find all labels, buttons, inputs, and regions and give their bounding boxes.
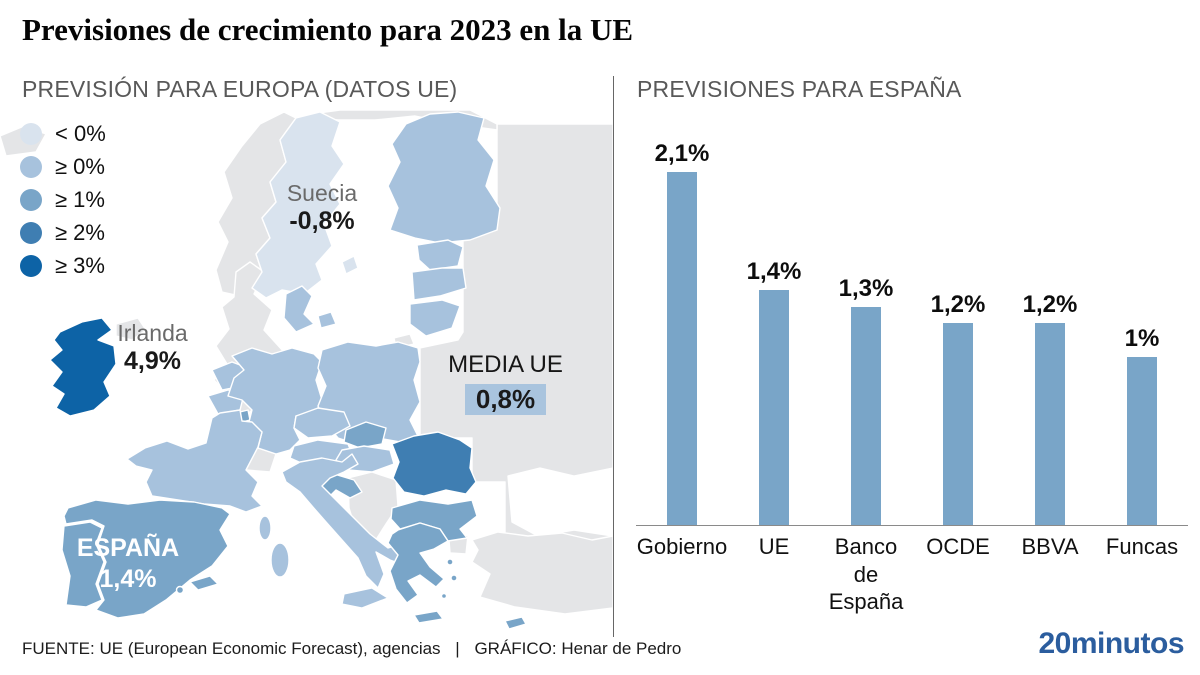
legend-color-swatch [20,222,42,244]
bar-category-label: UE [758,534,790,559]
annotation-ireland-value: 4,9% [124,346,181,375]
bar-column: 1,2% [912,291,1004,525]
map-country-portugal [61,521,105,608]
annotation-sweden-value: -0,8% [289,206,355,235]
bar-column: 1,4% [728,258,820,525]
legend-label: ≥ 3% [55,253,105,278]
footer-credits: FUENTE: UE (European Economic Forecast),… [22,639,681,659]
legend-label: ≥ 0% [55,154,105,179]
map-country-sweden [251,111,345,299]
bar-value-label: 1,2% [1022,291,1078,319]
bar-chart-category-axis: Gobierno UE Banco de España OCDE BBVA Funcas [636,533,1188,616]
bar [943,323,973,525]
map-country-denmark [283,285,315,333]
legend-color-swatch [20,189,42,211]
legend-label: < 0% [55,121,106,146]
annotation-ireland-name: Irlanda [117,320,188,346]
bar [851,306,881,525]
bar-category-label: OCDE [926,534,990,559]
map-island-zealand [317,311,337,329]
map-island-cyprus [504,616,527,630]
bar [1127,357,1157,525]
bar-category-label: Funcas [1105,534,1179,559]
map-country-lithuania [409,299,461,337]
bar [667,172,697,525]
legend-color-swatch [20,255,42,277]
map-region-northern-ireland [115,317,147,341]
map-island-mallorca [189,575,219,591]
annotation-sweden-name: Suecia [286,180,358,206]
bar-value-label: 2,1% [654,140,710,168]
bar-category-label: BBVA [1021,534,1079,559]
annotation-eu-average-value: 0,8% [464,383,547,415]
map-country-finland [387,111,501,244]
bar-column: 2,1% [636,140,728,525]
panel-divider [613,76,614,637]
bar-column: 1% [1096,325,1188,525]
annotation-spain: ESPAÑA 1,4% [72,534,184,593]
bar-value-label: 1% [1124,325,1160,352]
bar-category-label: Banco de España [828,534,904,614]
map-island-gotland [341,255,359,275]
footer-separator: | [455,639,460,658]
bar-value-label: 1,2% [930,291,986,319]
legend-color-swatch [20,156,42,178]
legend-row: ≥ 2% [20,220,106,245]
annotation-eu-average: MEDIA UE 0,8% [438,351,573,415]
map-island-sicily [341,587,389,609]
legend-row: < 0% [20,121,106,146]
map-island-sardinia [270,542,290,578]
map-country-romania [391,431,477,497]
legend-color-swatch [20,123,42,145]
bar [1035,323,1065,525]
map-island-aegean [450,574,458,582]
bar [759,289,789,525]
20minutos-logo: 20minutos [1038,627,1184,660]
map-country-france [126,409,263,513]
map-island-crete [413,610,444,624]
spain-panel-header: PREVISIONES PARA ESPAÑA [637,76,962,102]
map-island-aegean [446,558,454,566]
annotation-spain-value: 1,4% [99,565,157,593]
bar-column: 1,3% [820,275,912,525]
annotation-ireland: Irlanda 4,9% [100,320,205,375]
map-region-black-sea [507,467,613,537]
map-island-ibiza [175,585,185,595]
legend-row: ≥ 1% [20,187,106,212]
legend-row: ≥ 3% [20,253,106,278]
map-country-slovakia [343,421,387,449]
map-country-greece [387,522,449,604]
map-country-spain [63,499,231,619]
spain-forecast-bar-chart: 2,1% 1,4% 1,3% 1,2% 1,2% 1% [636,130,1188,526]
legend-label: ≥ 1% [55,187,105,212]
europe-panel-header: PREVISIÓN PARA EUROPA (DATOS UE) [22,76,458,102]
legend-label: ≥ 2% [55,220,105,245]
source-text: FUENTE: UE (European Economic Forecast),… [22,639,441,658]
map-region-turkey [471,531,613,615]
map-country-ireland [49,317,117,417]
legend-row: ≥ 0% [20,154,106,179]
map-legend: < 0% ≥ 0% ≥ 1% ≥ 2% ≥ 3% [20,121,106,288]
map-country-latvia [411,267,467,301]
bar-column: 1,2% [1004,291,1096,525]
bar-value-label: 1,3% [838,274,894,302]
bar-category-label: Gobierno [636,534,728,559]
annotation-spain-name: ESPAÑA [76,534,180,562]
annotation-sweden: Suecia -0,8% [262,180,382,235]
graphic-credit-text: GRÁFICO: Henar de Pedro [474,639,682,658]
europe-choropleth-map [0,110,613,630]
bar-value-label: 1,4% [746,257,802,285]
map-island-corsica [258,515,272,541]
annotation-eu-average-name: MEDIA UE [448,351,563,378]
page-title: Previsiones de crecimiento para 2023 en … [22,12,634,47]
map-country-czechia [293,407,351,439]
map-island-aegean [440,592,448,600]
map-country-estonia [416,239,464,271]
